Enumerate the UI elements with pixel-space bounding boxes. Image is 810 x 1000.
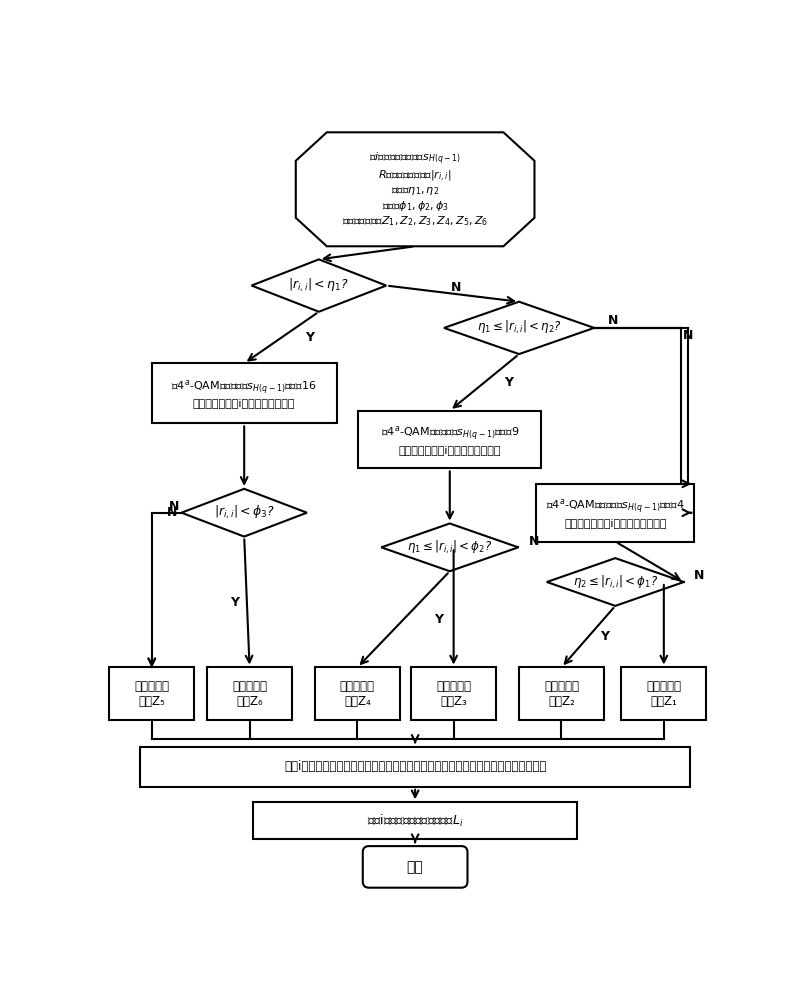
Text: N: N (684, 329, 693, 342)
Text: Y: Y (434, 613, 444, 626)
FancyBboxPatch shape (621, 667, 706, 720)
Text: N: N (528, 535, 539, 548)
Text: N: N (694, 569, 705, 582)
FancyBboxPatch shape (411, 667, 496, 720)
Polygon shape (181, 489, 307, 537)
Polygon shape (444, 302, 595, 354)
Text: 优选星座点
数目Z₆: 优选星座点 数目Z₆ (232, 680, 267, 708)
Text: 优选星座点
数目Z₄: 优选星座点 数目Z₄ (340, 680, 375, 708)
Polygon shape (296, 132, 535, 246)
FancyBboxPatch shape (207, 667, 292, 720)
Text: Y: Y (600, 630, 609, 643)
Text: 在$4^a$-QAM中选取距离$s_{H(q-1)}$最近的4
个星座点作为第i层检测星座点范围: 在$4^a$-QAM中选取距离$s_{H(q-1)}$最近的4 个星座点作为第i… (546, 498, 684, 528)
FancyBboxPatch shape (519, 667, 603, 720)
Polygon shape (547, 558, 684, 606)
Text: Y: Y (504, 376, 513, 389)
Text: 第i层最终区确定的值$s_{H(q-1)}$
R的对角元素绝对值$|r_{i,i}|$
门限值$\eta_1,\eta_2$
门限值$\phi_1,\phi_2: 第i层最终区确定的值$s_{H(q-1)}$ R的对角元素绝对值$|r_{i,i… (342, 150, 488, 228)
FancyBboxPatch shape (363, 846, 467, 888)
Text: N: N (608, 314, 619, 327)
Text: 在$4^a$-QAM中选取距离$s_{H(q-1)}$最近的9
个星座点作为第i层检测星座点范围: 在$4^a$-QAM中选取距离$s_{H(q-1)}$最近的9 个星座点作为第i… (381, 425, 519, 455)
Text: N: N (451, 281, 462, 294)
FancyBboxPatch shape (536, 484, 694, 542)
Text: N: N (167, 506, 177, 519)
Text: 在$4^a$-QAM中选取距离$s_{H(q-1)}$最近的16
个星座点作为第i层检测星座点范围: 在$4^a$-QAM中选取距离$s_{H(q-1)}$最近的16 个星座点作为第… (172, 378, 317, 408)
Text: 将第i层保留星座点的集合记为$L_i$: 将第i层保留星座点的集合记为$L_i$ (367, 813, 463, 829)
FancyBboxPatch shape (140, 747, 690, 787)
FancyBboxPatch shape (151, 363, 337, 423)
Text: Y: Y (305, 331, 314, 344)
FancyBboxPatch shape (358, 411, 541, 468)
Text: $\eta_1\leq|r_{i,i}|<\eta_2$?: $\eta_1\leq|r_{i,i}|<\eta_2$? (476, 319, 561, 336)
Polygon shape (251, 259, 386, 312)
Text: 优选星座点
数目Z₅: 优选星座点 数目Z₅ (134, 680, 169, 708)
FancyBboxPatch shape (315, 667, 399, 720)
FancyBboxPatch shape (109, 667, 194, 720)
Text: $\eta_1\leq|r_{i,i}|<\phi_2$?: $\eta_1\leq|r_{i,i}|<\phi_2$? (407, 539, 492, 556)
Text: 结束: 结束 (407, 860, 424, 874)
Text: Y: Y (231, 596, 240, 609)
Text: $|r_{i,i}|<\eta_1$?: $|r_{i,i}|<\eta_1$? (288, 277, 349, 294)
Text: N: N (168, 500, 179, 513)
Text: 优选星座点
数目Z₁: 优选星座点 数目Z₁ (646, 680, 681, 708)
Text: 优选星座点
数目Z₃: 优选星座点 数目Z₃ (436, 680, 471, 708)
Text: $|r_{i,i}|<\phi_3$?: $|r_{i,i}|<\phi_3$? (214, 504, 275, 521)
Polygon shape (382, 523, 518, 571)
Text: 在第i层检测星座点范围中，按星座点与对应接收层数据的距离保留相应的星座点个数: 在第i层检测星座点范围中，按星座点与对应接收层数据的距离保留相应的星座点个数 (284, 760, 546, 773)
Text: $\eta_2\leq|r_{i,i}|<\phi_1$?: $\eta_2\leq|r_{i,i}|<\phi_1$? (573, 573, 658, 591)
FancyBboxPatch shape (254, 802, 577, 839)
Text: 优选星座点
数目Z₂: 优选星座点 数目Z₂ (544, 680, 579, 708)
